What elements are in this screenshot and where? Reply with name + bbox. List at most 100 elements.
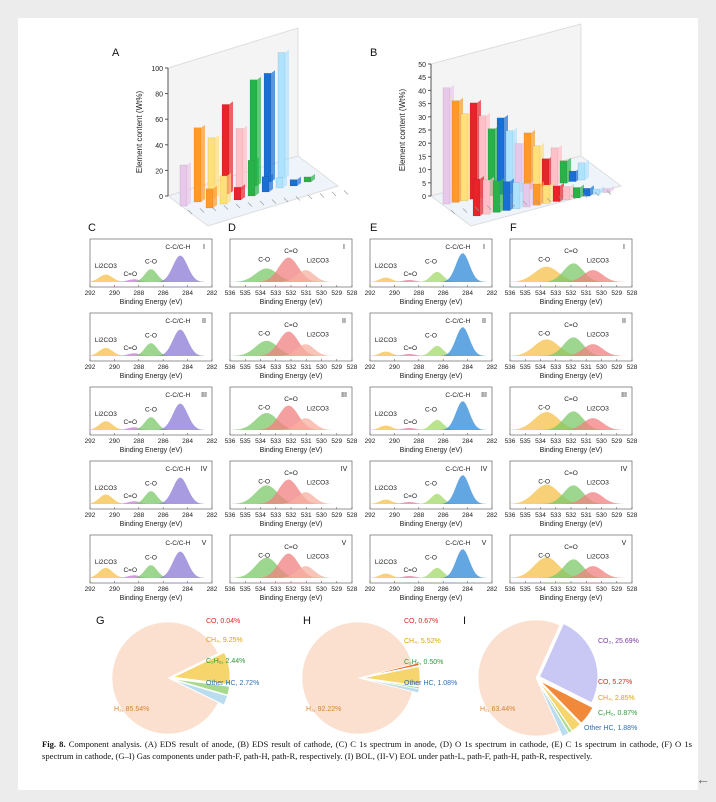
peak-label-co: C=O — [564, 544, 578, 551]
y-tick-label: 20 — [418, 141, 426, 148]
bar-side — [285, 49, 289, 179]
stage-label: IV — [481, 466, 488, 473]
fitted-peak — [370, 549, 492, 578]
x-axis-label: Binding Energy (eV) — [120, 595, 183, 602]
fitted-peak — [230, 270, 352, 282]
peak-label-c-o: C-O — [145, 555, 157, 562]
pie-chart-h: H₂, 92.22% CO, 0.67% CH₄, 5.52% C₂H₆, 0.50%… — [301, 618, 457, 735]
stage-label: III — [341, 392, 347, 399]
stage-label: III — [481, 392, 487, 399]
floor-tick — [450, 209, 456, 215]
peak-label-cc: C-C/C-H — [165, 244, 190, 251]
x-tick-label: 284 — [462, 512, 473, 519]
floor-tick — [247, 202, 253, 207]
x-axis-label: Binding Energy (eV) — [120, 299, 183, 306]
x-tick-label: 530 — [316, 512, 327, 519]
spectrum-e-I: 292 290 288 286 284 282 Binding Energy (eV) I Li… — [365, 238, 498, 306]
panel-label-f: F — [510, 222, 517, 234]
fitted-peak — [230, 557, 352, 578]
x-axis-label: Binding Energy (eV) — [540, 521, 603, 528]
pie-slice-label: CH₄, 5.52% — [404, 638, 441, 645]
x-tick-label: 282 — [207, 586, 218, 593]
peak-label-co: C=O — [284, 544, 298, 551]
fitted-peak — [90, 343, 212, 356]
x-tick-label: 536 — [225, 586, 236, 593]
peak-label-c-o: C-O — [258, 405, 270, 412]
x-axis-label: Binding Energy (eV) — [260, 373, 323, 380]
x-tick-label: 536 — [505, 364, 516, 371]
fitted-peak — [90, 494, 212, 504]
fitted-peak — [90, 551, 212, 578]
spectrum-d-I: 536 535 534 533 532 531 530 529 528 Binding Energ… — [225, 238, 358, 306]
fitted-peak — [370, 327, 492, 356]
x-tick-label: 534 — [255, 512, 266, 519]
x-tick-label: 290 — [109, 512, 120, 519]
figure-caption: Fig. 8. Component analysis. (A) EDS resu… — [42, 738, 692, 762]
peak-label-li2co3: Li2CO3 — [95, 263, 117, 270]
x-tick-label: 534 — [255, 364, 266, 371]
x-tick-label: 536 — [225, 290, 236, 297]
spectrum-c-V: 292 290 288 286 284 282 Binding Energy (eV) V Li… — [85, 534, 218, 602]
pie-slice-label: Other HC, 2.72% — [206, 680, 259, 687]
pie-slice-label: H₂, 85.54% — [114, 706, 149, 713]
bar-side — [243, 125, 247, 190]
bar — [582, 188, 591, 197]
x-tick-label: 290 — [389, 586, 400, 593]
x-tick-label: 536 — [505, 512, 516, 519]
spectrum-d-V: 536 535 534 533 532 531 530 529 528 Binding Energ… — [225, 534, 358, 602]
x-tick-label: 530 — [316, 586, 327, 593]
peak-label-li2co3: Li2CO3 — [375, 411, 397, 418]
pie-slice-label: CH₄, 2.85% — [598, 695, 635, 702]
x-tick-label: 533 — [270, 290, 281, 297]
x-tick-label: 530 — [596, 364, 607, 371]
peak-label-co: C=O — [564, 470, 578, 477]
floor-tick — [295, 196, 301, 201]
x-tick-label: 528 — [627, 438, 638, 445]
pie-slice — [111, 621, 219, 735]
floor-tick — [546, 197, 552, 203]
stage-label: V — [622, 540, 627, 547]
panel-label-g: G — [96, 615, 105, 627]
peak-label-co: C=O — [284, 248, 298, 255]
x-tick-label: 292 — [365, 438, 376, 445]
x-tick-label: 531 — [301, 290, 312, 297]
x-tick-label: 284 — [182, 586, 193, 593]
x-tick-label: 290 — [109, 364, 120, 371]
x-tick-label: 532 — [566, 290, 577, 297]
peak-label-li2co3: Li2CO3 — [95, 411, 117, 418]
y-tick-label: 50 — [418, 62, 426, 69]
panel-label-a: A — [112, 47, 120, 59]
peak-label-co: C=O — [284, 322, 298, 329]
x-tick-label: 529 — [611, 364, 622, 371]
x-axis-label: Binding Energy (eV) — [400, 373, 463, 380]
x-tick-label: 532 — [566, 364, 577, 371]
floor-tick — [606, 190, 612, 195]
peak-label-c-o: C-O — [258, 257, 270, 264]
stage-label: IV — [341, 466, 348, 473]
x-axis-label: Binding Energy (eV) — [400, 447, 463, 454]
x-tick-label: 288 — [133, 364, 144, 371]
x-tick-label: 531 — [301, 512, 312, 519]
fitted-peak — [230, 485, 352, 504]
x-tick-label: 528 — [627, 364, 638, 371]
panel-label-i: I — [463, 615, 466, 627]
x-tick-label: 533 — [550, 438, 561, 445]
bar — [303, 176, 312, 183]
pie-slice — [173, 678, 230, 696]
back-arrow-icon[interactable]: ← — [696, 771, 710, 787]
peak-label-c-o: C-O — [145, 333, 157, 340]
fitted-peak — [230, 566, 352, 578]
spectrum-c-I: 292 290 288 286 284 282 Binding Energy (eV) I Li… — [85, 238, 218, 306]
peak-label-c-o: C-O — [538, 553, 550, 560]
floor-tick — [187, 209, 193, 215]
fitted-peak — [510, 266, 632, 282]
x-tick-label: 288 — [413, 512, 424, 519]
pie-slice-label: CH₄, 9.25% — [206, 637, 243, 644]
fitted-peak — [370, 499, 492, 504]
x-tick-label: 532 — [286, 290, 297, 297]
peak-label-li2co3: Li2CO3 — [587, 554, 609, 561]
x-tick-label: 528 — [627, 586, 638, 593]
x-tick-label: 286 — [158, 512, 169, 519]
spectrum-e-V: 292 290 288 286 284 282 Binding Energy (eV) V Li… — [365, 534, 498, 602]
